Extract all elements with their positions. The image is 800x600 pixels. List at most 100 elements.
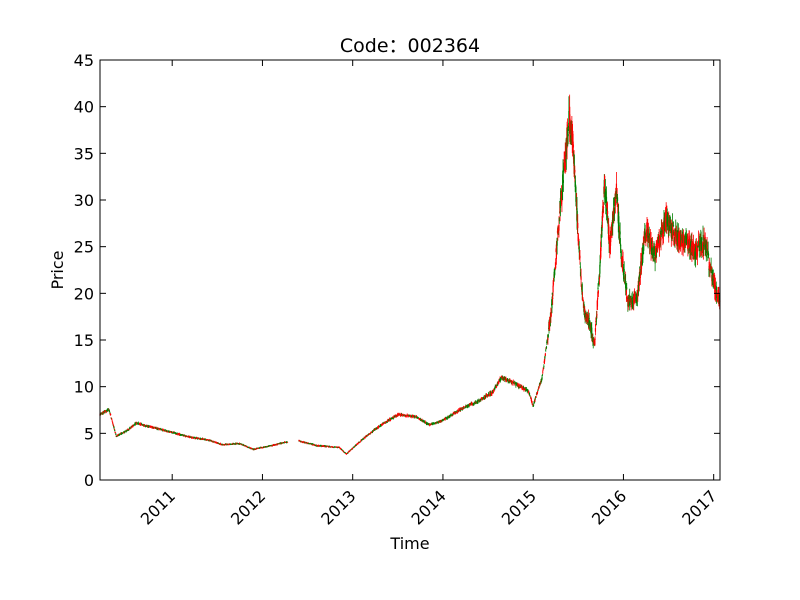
candle-body <box>441 420 443 422</box>
candle-body <box>668 223 670 231</box>
candle-body <box>534 397 536 399</box>
candle-body <box>312 444 314 446</box>
candle-body <box>200 439 202 440</box>
candle-body <box>584 308 586 315</box>
candle-body <box>367 434 369 436</box>
candle-body <box>394 415 396 417</box>
candle-body <box>523 387 525 389</box>
candle-body <box>543 366 545 368</box>
candle-body <box>192 437 194 439</box>
candle-body <box>714 285 717 292</box>
candle-body <box>534 399 536 401</box>
candle-body <box>685 236 688 245</box>
candle-body <box>121 433 124 435</box>
candle-body <box>353 446 356 448</box>
candle-body <box>390 419 392 421</box>
candle-body <box>579 266 581 268</box>
candle-body <box>480 399 482 401</box>
candle-body <box>672 235 674 237</box>
candle-body <box>537 391 539 393</box>
candle-body <box>155 427 157 429</box>
candle-body <box>667 220 669 226</box>
candle-body <box>389 420 391 422</box>
candle-body <box>245 445 247 447</box>
candle-body <box>597 290 599 294</box>
candle-body <box>547 334 549 337</box>
candle-body <box>128 428 131 430</box>
candle-body <box>613 208 615 216</box>
candle-body <box>514 382 517 384</box>
candle-body <box>671 234 673 238</box>
candle-body <box>530 397 532 399</box>
candle-body <box>496 385 498 387</box>
candle-body <box>415 417 417 419</box>
candle-body <box>616 197 619 202</box>
candle-body <box>672 226 674 239</box>
candle-body <box>207 439 209 441</box>
candle-body <box>323 446 325 447</box>
chart-title: Code：002364 <box>340 35 480 57</box>
candle-body <box>189 437 191 438</box>
candle-body <box>461 408 463 409</box>
candle-body <box>572 144 574 148</box>
candle-body <box>318 445 320 447</box>
candle-body <box>700 238 702 252</box>
candle-body <box>451 415 453 416</box>
candle-body <box>380 425 382 427</box>
candle-body <box>461 408 463 410</box>
candle-body <box>405 416 407 418</box>
candle-body <box>314 445 316 446</box>
y-tick-label: 15 <box>74 331 94 350</box>
candle-body <box>593 340 595 345</box>
candle-body <box>111 420 113 422</box>
candle-body <box>400 415 402 417</box>
candle-body <box>205 439 208 441</box>
candle-body <box>710 266 712 273</box>
candle-body <box>173 432 175 433</box>
candle-body <box>218 443 220 444</box>
candle-body <box>705 254 707 258</box>
candle-body <box>350 449 353 450</box>
candle-body <box>511 381 513 383</box>
candle-body <box>378 426 380 428</box>
candle-body <box>206 439 208 441</box>
candle-body <box>108 411 111 413</box>
candle-body <box>702 235 704 237</box>
candle-body <box>125 430 127 432</box>
candle-body <box>301 441 303 443</box>
candle-body <box>482 397 485 399</box>
candle-body <box>477 402 479 404</box>
candle-body <box>344 452 346 454</box>
candle-body <box>358 442 360 444</box>
candle-body <box>250 448 252 450</box>
candle-body <box>381 424 383 426</box>
candle-body <box>200 438 202 440</box>
candle-body <box>555 262 557 269</box>
candle-body <box>637 281 640 291</box>
candle-body <box>426 423 428 425</box>
candle-body <box>532 405 535 406</box>
candle-body <box>219 444 221 445</box>
candle-body <box>360 440 363 442</box>
candle-body <box>225 444 227 446</box>
candle-body <box>594 328 597 332</box>
candle-body <box>492 392 495 393</box>
candle-body <box>364 437 366 439</box>
candle-body <box>116 435 118 437</box>
candle-body <box>437 421 439 423</box>
candle-body <box>449 415 451 417</box>
y-tick-label: 45 <box>74 51 94 70</box>
candle-body <box>333 447 335 449</box>
candle-body <box>655 249 658 251</box>
candle-body <box>529 395 531 397</box>
y-tick-label: 30 <box>74 191 94 210</box>
candle-body <box>675 229 677 232</box>
candle-body <box>281 443 283 444</box>
candle-body <box>588 317 590 320</box>
candle-body <box>272 444 274 446</box>
candle-body <box>673 231 675 234</box>
candle-body <box>701 243 703 245</box>
candle-body <box>499 378 502 381</box>
candle-body <box>192 437 195 439</box>
candle-body <box>238 444 240 445</box>
